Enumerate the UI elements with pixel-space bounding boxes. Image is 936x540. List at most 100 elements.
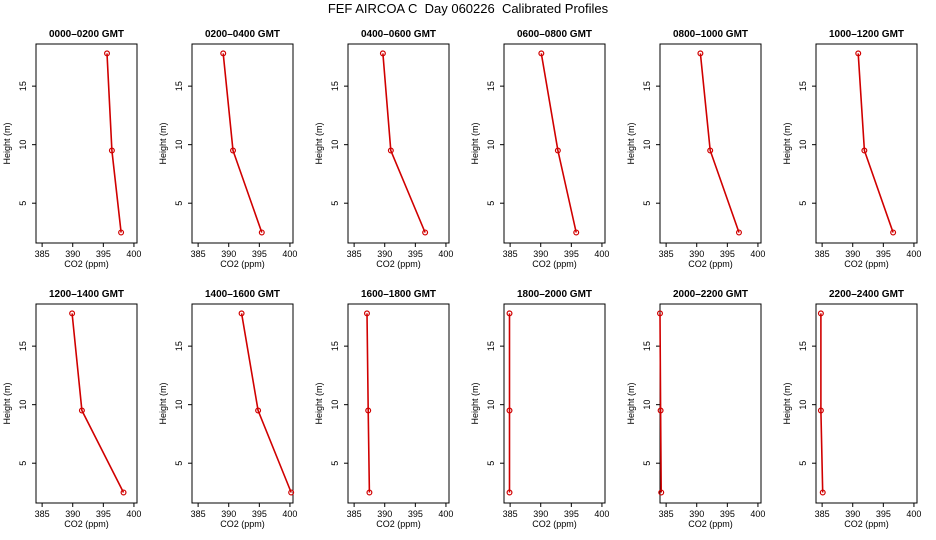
panel-10: 1800–2000 GMT 385 390 395 400 5 10 15 CO2 (ppm) H… [470,289,609,529]
x-tick-label: 390 [689,509,704,519]
x-tick-label: 400 [906,509,921,519]
x-tick-label: 395 [564,249,579,259]
data-point [108,147,115,154]
x-axis-label: CO2 (ppm) [688,519,733,529]
x-tick-label: 385 [35,509,50,519]
data-point [78,407,85,414]
data-point [890,229,897,236]
y-tick-label: 5 [18,201,28,206]
x-tick-label: 385 [191,249,206,259]
data-point [506,407,513,414]
y-tick-label: 5 [642,201,652,206]
data-point [238,310,245,317]
data-point [366,489,373,496]
panel-title: 0800–1000 GMT [673,29,748,40]
y-tick-label: 5 [642,461,652,466]
data-point [506,310,513,317]
profile-line [366,313,371,493]
panel-title: 1000–1200 GMT [829,29,904,40]
data-point [118,229,125,236]
y-axis-label: Height (m) [158,382,168,424]
y-axis-label: Height (m) [2,382,12,424]
panel-title: 0000–0200 GMT [49,29,124,40]
panel-title: 1600–1800 GMT [361,289,436,300]
y-tick-label: 10 [174,140,184,150]
x-tick-label: 400 [750,509,765,519]
x-tick-label: 395 [720,509,735,519]
panel-title: 1800–2000 GMT [517,289,592,300]
y-tick-label: 15 [18,81,28,91]
data-point [220,50,227,57]
y-tick-label: 10 [330,140,340,150]
panel-7: 1200–1400 GMT 385 390 395 400 5 10 15 CO2 (ppm) H… [2,289,141,529]
plot-frame [191,43,294,244]
x-tick-label: 390 [533,249,548,259]
y-tick-label: 10 [642,400,652,410]
x-tick-label: 390 [221,249,236,259]
y-tick-label: 5 [486,461,496,466]
x-axis-label: CO2 (ppm) [844,519,889,529]
panel-title: 1400–1600 GMT [205,289,280,300]
y-tick-label: 10 [798,400,808,410]
x-tick-label: 385 [191,509,206,519]
y-tick-label: 10 [486,400,496,410]
x-axis-label: CO2 (ppm) [64,519,109,529]
plot-frame [503,303,606,504]
plot-frame [659,43,762,244]
plot-frame [815,43,918,244]
data-point [554,147,561,154]
data-point [656,310,663,317]
y-axis-label: Height (m) [626,122,636,164]
panel-2: 0200–0400 GMT 385 390 395 400 5 10 15 CO2 (ppm) H… [158,29,297,269]
panel-title: 2000–2200 GMT [673,289,748,300]
y-tick-label: 5 [798,201,808,206]
plot-frame [191,303,294,504]
y-axis-label: Height (m) [470,382,480,424]
panel-4: 0600–0800 GMT 385 390 395 400 5 10 15 CO2 (ppm) H… [470,29,609,269]
x-tick-label: 390 [845,249,860,259]
y-tick-label: 15 [486,81,496,91]
x-tick-label: 400 [750,249,765,259]
data-point [288,489,295,496]
data-point [657,407,664,414]
x-axis-label: CO2 (ppm) [844,259,889,269]
y-tick-label: 15 [798,341,808,351]
y-tick-label: 10 [18,140,28,150]
profile-line [222,53,263,233]
profile-line [699,53,740,233]
x-tick-label: 390 [377,509,392,519]
data-point [387,147,394,154]
y-tick-label: 15 [642,81,652,91]
plot-frame [35,43,138,244]
x-axis-label: CO2 (ppm) [688,259,733,269]
data-point [104,50,111,57]
panel-5: 0800–1000 GMT 385 390 395 400 5 10 15 CO2 (ppm) H… [626,29,765,269]
y-axis-label: Height (m) [782,382,792,424]
y-tick-label: 15 [798,81,808,91]
data-point [697,50,704,57]
profile-line [106,53,122,233]
x-tick-label: 400 [282,249,297,259]
x-tick-label: 400 [438,509,453,519]
profile-line [857,53,894,233]
x-tick-label: 390 [845,509,860,519]
x-axis-label: CO2 (ppm) [376,259,421,269]
y-tick-label: 15 [642,341,652,351]
y-tick-label: 5 [174,201,184,206]
y-tick-label: 5 [330,461,340,466]
panel-8: 1400–1600 GMT 385 390 395 400 5 10 15 CO2 (ppm) H… [158,289,297,529]
data-point [658,489,665,496]
y-axis-label: Height (m) [2,122,12,164]
x-tick-label: 400 [126,509,141,519]
data-point [707,147,714,154]
profile-line [820,313,824,493]
data-point [255,407,262,414]
x-tick-label: 395 [408,249,423,259]
plot-frame [815,303,918,504]
y-tick-label: 5 [798,461,808,466]
x-tick-label: 385 [815,509,830,519]
x-tick-label: 390 [689,249,704,259]
x-tick-label: 395 [252,509,267,519]
y-tick-label: 10 [642,140,652,150]
